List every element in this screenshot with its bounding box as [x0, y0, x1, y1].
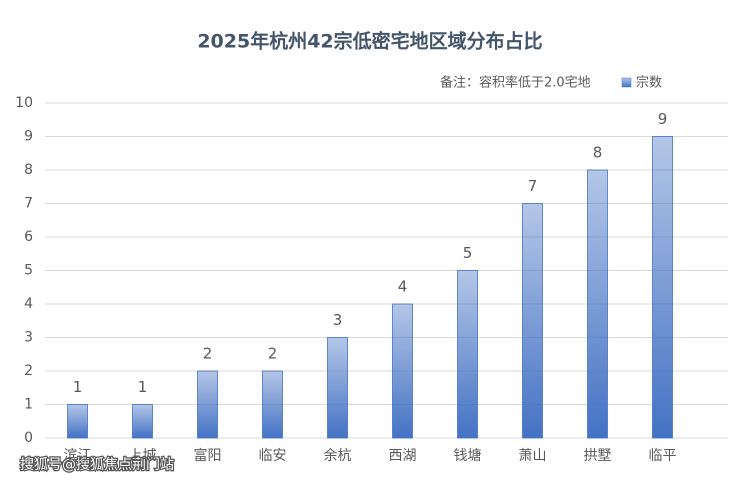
- y-tick-label: 0: [24, 430, 33, 446]
- legend-label: 宗数: [636, 75, 662, 91]
- x-tick-label: 滨江: [64, 448, 92, 464]
- x-tick-label: 余杭: [324, 447, 352, 464]
- y-tick-label: 9: [24, 129, 33, 145]
- y-tick-label: 6: [24, 229, 33, 245]
- bar: [587, 169, 608, 439]
- value-label: 8: [593, 144, 603, 162]
- watermark: 搜狐号@搜狐焦点荆门站: [20, 457, 174, 473]
- y-tick-label: 4: [24, 296, 33, 312]
- legend-swatch: [621, 77, 632, 88]
- bar: [457, 270, 478, 439]
- y-tick-label: 7: [24, 196, 33, 212]
- bar: [522, 203, 543, 439]
- x-tick-label: 萧山: [519, 448, 547, 464]
- x-tick-label: 拱墅: [584, 448, 612, 464]
- value-label: 1: [73, 378, 83, 396]
- bar: [132, 404, 153, 439]
- bar: [652, 136, 673, 439]
- bar: [67, 404, 88, 439]
- y-tick-label: 2: [24, 363, 33, 379]
- y-tick-label: 8: [24, 162, 33, 178]
- x-tick-label: 西湖: [389, 448, 417, 464]
- x-tick-label: 富阳: [194, 447, 222, 464]
- chart-title: 2025年杭州42宗低密宅地区域分布占比: [197, 30, 542, 53]
- bar: [262, 370, 283, 439]
- bar: [392, 303, 413, 439]
- bar: [327, 337, 348, 439]
- value-label: 1: [138, 378, 148, 396]
- value-label: 3: [333, 311, 343, 329]
- y-tick-label: 10: [15, 95, 33, 111]
- x-tick-label: 上城: [129, 448, 157, 464]
- value-label: 7: [528, 177, 538, 195]
- y-tick-label: 1: [24, 397, 33, 413]
- bar: [197, 370, 218, 439]
- y-tick-label: 3: [24, 330, 33, 346]
- x-tick-label: 临安: [259, 448, 287, 464]
- note: 备注：容积率低于2.0宅地: [440, 75, 591, 91]
- value-label: 5: [463, 244, 473, 262]
- value-label: 2: [203, 345, 213, 363]
- x-tick-label: 钱塘: [454, 448, 482, 464]
- value-label: 4: [398, 278, 408, 296]
- x-tick-label: 临平: [649, 448, 677, 464]
- value-label: 9: [658, 110, 668, 128]
- y-tick-label: 5: [24, 263, 33, 279]
- value-label: 2: [268, 345, 278, 363]
